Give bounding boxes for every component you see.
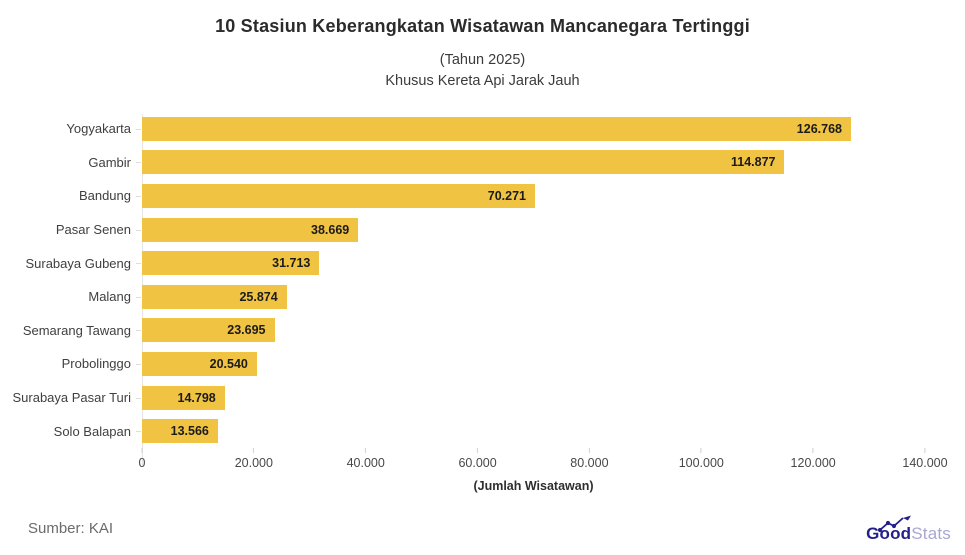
chart-title: 10 Stasiun Keberangkatan Wisatawan Manca… bbox=[215, 16, 750, 36]
chart-subtitle-year: (Tahun 2025) bbox=[439, 52, 526, 68]
category-label: Yogyakarta bbox=[66, 121, 131, 137]
category-label: Probolinggo bbox=[61, 356, 131, 372]
bar-row: Bandung 70.271 bbox=[0, 179, 965, 213]
bar: 126.768 bbox=[142, 116, 851, 141]
bar: 13.566 bbox=[142, 419, 218, 444]
x-tick: 60.000 bbox=[458, 447, 497, 470]
bar-track: 70.271 bbox=[136, 183, 925, 208]
logo-text-good: Good bbox=[866, 524, 912, 543]
goodstats-logo: GoodStats bbox=[866, 515, 951, 543]
tick-label: 100.000 bbox=[678, 455, 724, 470]
x-axis: 0 20.000 40.000 60.000 80.000 100.000 120.000 1… bbox=[138, 447, 948, 472]
value-label: 13.566 bbox=[170, 424, 209, 439]
trend-line-icon bbox=[877, 515, 912, 533]
source-label: Sumber: KAI bbox=[28, 520, 114, 537]
value-label: 25.874 bbox=[239, 289, 278, 304]
bar-track: 126.768 bbox=[136, 116, 925, 141]
value-label: 70.271 bbox=[487, 188, 527, 203]
bar-track: 23.695 bbox=[136, 318, 925, 343]
value-label: 20.540 bbox=[209, 356, 248, 371]
x-tick: 20.000 bbox=[234, 447, 273, 470]
tick-label: 0 bbox=[138, 455, 146, 470]
category-label: Solo Balapan bbox=[53, 423, 131, 439]
x-tick: 100.000 bbox=[678, 447, 724, 470]
tick-label: 20.000 bbox=[234, 455, 273, 470]
bar-track: 25.874 bbox=[136, 284, 925, 309]
bar: 70.271 bbox=[142, 183, 536, 208]
bar-track: 38.669 bbox=[136, 217, 925, 242]
tick-mark bbox=[812, 447, 814, 453]
bar: 38.669 bbox=[142, 217, 359, 242]
x-tick: 80.000 bbox=[570, 447, 609, 470]
x-tick: 140.000 bbox=[902, 447, 948, 470]
bar-row: Surabaya Pasar Turi 14.798 bbox=[0, 381, 965, 415]
bar-row: Probolinggo 20.540 bbox=[0, 347, 965, 381]
tick-label: 140.000 bbox=[902, 455, 948, 470]
category-label: Semarang Tawang bbox=[22, 322, 131, 338]
value-label: 114.877 bbox=[730, 155, 776, 170]
bar-track: 20.540 bbox=[136, 351, 925, 376]
x-axis-label: (Jumlah Wisatawan) bbox=[473, 478, 594, 493]
tick-label: 120.000 bbox=[790, 455, 836, 470]
chart-header: 10 Stasiun Keberangkatan Wisatawan Manca… bbox=[0, 0, 965, 92]
tick-label: 60.000 bbox=[458, 455, 497, 470]
bar-track: 14.798 bbox=[136, 385, 925, 410]
bar-track: 13.566 bbox=[136, 419, 925, 444]
bar-row: Surabaya Gubeng 31.713 bbox=[0, 246, 965, 280]
bar-track: 31.713 bbox=[136, 251, 925, 276]
bars-area: Yogyakarta 126.768 Gambir 114.877 Bandung 70.… bbox=[0, 112, 965, 448]
bar: 31.713 bbox=[142, 251, 320, 276]
tick-mark bbox=[588, 447, 590, 453]
bar-row: Semarang Tawang 23.695 bbox=[0, 314, 965, 348]
value-label: 126.768 bbox=[796, 121, 842, 136]
bar: 14.798 bbox=[142, 385, 225, 410]
bar-row: Malang 25.874 bbox=[0, 280, 965, 314]
bar-row: Pasar Senen 38.669 bbox=[0, 213, 965, 247]
value-label: 38.669 bbox=[311, 222, 350, 237]
value-label: 31.713 bbox=[272, 256, 311, 271]
bar-row: Solo Balapan 13.566 bbox=[0, 414, 965, 448]
category-label: Malang bbox=[88, 289, 131, 305]
category-label: Surabaya Pasar Turi bbox=[12, 390, 131, 406]
category-label: Gambir bbox=[88, 154, 131, 170]
tick-label: 40.000 bbox=[346, 455, 385, 470]
tick-mark bbox=[365, 447, 367, 453]
x-tick: 120.000 bbox=[790, 447, 836, 470]
bar-track: 114.877 bbox=[136, 150, 925, 175]
tick-mark bbox=[700, 447, 702, 453]
bar: 23.695 bbox=[142, 318, 275, 343]
tick-mark bbox=[253, 447, 255, 453]
x-tick: 40.000 bbox=[346, 447, 385, 470]
bar-row: Gambir 114.877 bbox=[0, 146, 965, 180]
tick-mark bbox=[924, 447, 926, 453]
tick-mark bbox=[141, 447, 143, 453]
bar: 25.874 bbox=[142, 284, 287, 309]
bar: 114.877 bbox=[142, 150, 785, 175]
bar-row: Yogyakarta 126.768 bbox=[0, 112, 965, 146]
category-label: Bandung bbox=[78, 188, 131, 204]
bar: 20.540 bbox=[142, 351, 257, 376]
category-label: Surabaya Gubeng bbox=[25, 255, 131, 271]
tick-mark bbox=[477, 447, 479, 453]
tick-label: 80.000 bbox=[570, 455, 609, 470]
value-label: 23.695 bbox=[227, 323, 266, 338]
value-label: 14.798 bbox=[177, 390, 216, 405]
x-tick: 0 bbox=[138, 447, 146, 470]
category-label: Pasar Senen bbox=[55, 222, 131, 238]
chart-subtitle-note: Khusus Kereta Api Jarak Jauh bbox=[385, 73, 580, 89]
bar-chart: Yogyakarta 126.768 Gambir 114.877 Bandung 70.… bbox=[0, 112, 965, 493]
logo-text-stats: Stats bbox=[911, 524, 951, 543]
